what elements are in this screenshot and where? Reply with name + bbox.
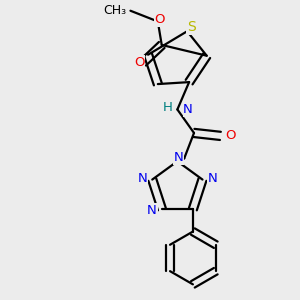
Text: N: N bbox=[138, 172, 147, 185]
Text: O: O bbox=[134, 56, 145, 69]
Text: N: N bbox=[173, 151, 183, 164]
Text: H: H bbox=[163, 101, 172, 114]
Text: N: N bbox=[207, 172, 217, 185]
Text: O: O bbox=[225, 129, 236, 142]
Text: N: N bbox=[147, 203, 157, 217]
Text: O: O bbox=[154, 13, 165, 26]
Text: CH₃: CH₃ bbox=[103, 4, 127, 17]
Text: S: S bbox=[187, 20, 195, 34]
Text: N: N bbox=[183, 103, 193, 116]
